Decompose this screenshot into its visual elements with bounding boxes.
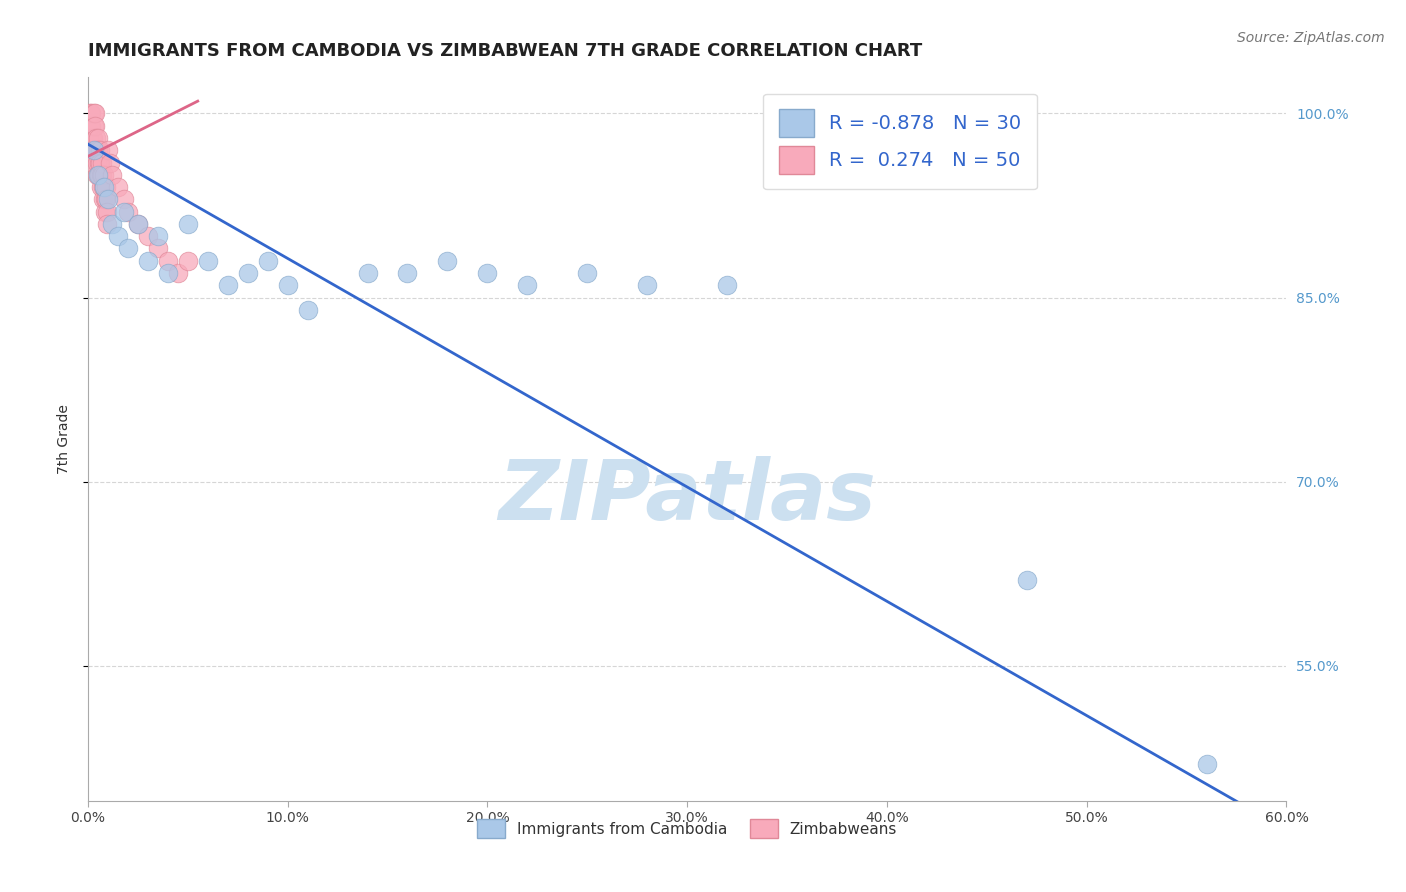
Point <box>80 119 103 133</box>
Point <box>80 131 103 145</box>
Point <box>716 278 738 293</box>
Point <box>396 266 419 280</box>
Point <box>94 180 117 194</box>
Point <box>112 204 135 219</box>
Point <box>156 253 179 268</box>
Point <box>197 253 219 268</box>
Point <box>80 106 103 120</box>
Point <box>93 180 115 194</box>
Point <box>98 155 121 169</box>
Point <box>87 131 110 145</box>
Point <box>91 168 114 182</box>
Point <box>89 168 111 182</box>
Point <box>87 143 110 157</box>
Point <box>217 278 239 293</box>
Point <box>89 143 111 157</box>
Point <box>297 302 319 317</box>
Point <box>86 168 108 182</box>
Point <box>83 143 105 157</box>
Point <box>90 180 112 194</box>
Point <box>87 155 110 169</box>
Legend: Immigrants from Cambodia, Zimbabweans: Immigrants from Cambodia, Zimbabweans <box>471 814 903 844</box>
Text: IMMIGRANTS FROM CAMBODIA VS ZIMBABWEAN 7TH GRADE CORRELATION CHART: IMMIGRANTS FROM CAMBODIA VS ZIMBABWEAN 7… <box>87 42 922 60</box>
Point <box>576 266 599 280</box>
Point <box>146 229 169 244</box>
Point <box>96 204 118 219</box>
Point <box>84 131 107 145</box>
Point <box>146 242 169 256</box>
Point <box>117 242 139 256</box>
Point <box>136 229 159 244</box>
Point <box>90 168 112 182</box>
Point <box>84 119 107 133</box>
Point <box>94 204 117 219</box>
Point <box>136 253 159 268</box>
Point <box>477 266 499 280</box>
Point <box>177 217 200 231</box>
Point <box>79 119 101 133</box>
Point <box>156 266 179 280</box>
Point <box>101 168 124 182</box>
Point <box>83 106 105 120</box>
Point <box>89 155 111 169</box>
Point <box>97 192 120 206</box>
Point <box>356 266 378 280</box>
Point <box>94 192 117 206</box>
Point <box>256 253 278 268</box>
Point <box>1015 573 1038 587</box>
Point <box>84 143 107 157</box>
Point <box>177 253 200 268</box>
Point <box>516 278 538 293</box>
Point <box>86 155 108 169</box>
Point <box>91 180 114 194</box>
Point <box>93 180 115 194</box>
Point <box>90 155 112 169</box>
Point <box>112 192 135 206</box>
Point <box>166 266 188 280</box>
Point <box>107 180 129 194</box>
Point <box>82 155 104 169</box>
Point <box>82 131 104 145</box>
Point <box>96 192 118 206</box>
Point <box>79 106 101 120</box>
Text: Source: ZipAtlas.com: Source: ZipAtlas.com <box>1237 31 1385 45</box>
Point <box>107 229 129 244</box>
Point <box>79 131 101 145</box>
Point <box>82 143 104 157</box>
Point <box>77 143 100 157</box>
Point <box>277 278 299 293</box>
Point <box>1195 757 1218 772</box>
Point <box>96 217 118 231</box>
Point <box>436 253 458 268</box>
Point <box>127 217 149 231</box>
Point <box>93 168 115 182</box>
Y-axis label: 7th Grade: 7th Grade <box>58 404 72 474</box>
Point <box>93 192 115 206</box>
Point <box>636 278 658 293</box>
Point <box>101 217 124 231</box>
Point <box>87 168 110 182</box>
Point <box>83 119 105 133</box>
Point <box>117 204 139 219</box>
Point <box>83 106 105 120</box>
Point <box>127 217 149 231</box>
Point <box>97 143 120 157</box>
Text: ZIPatlas: ZIPatlas <box>498 456 876 537</box>
Point <box>236 266 259 280</box>
